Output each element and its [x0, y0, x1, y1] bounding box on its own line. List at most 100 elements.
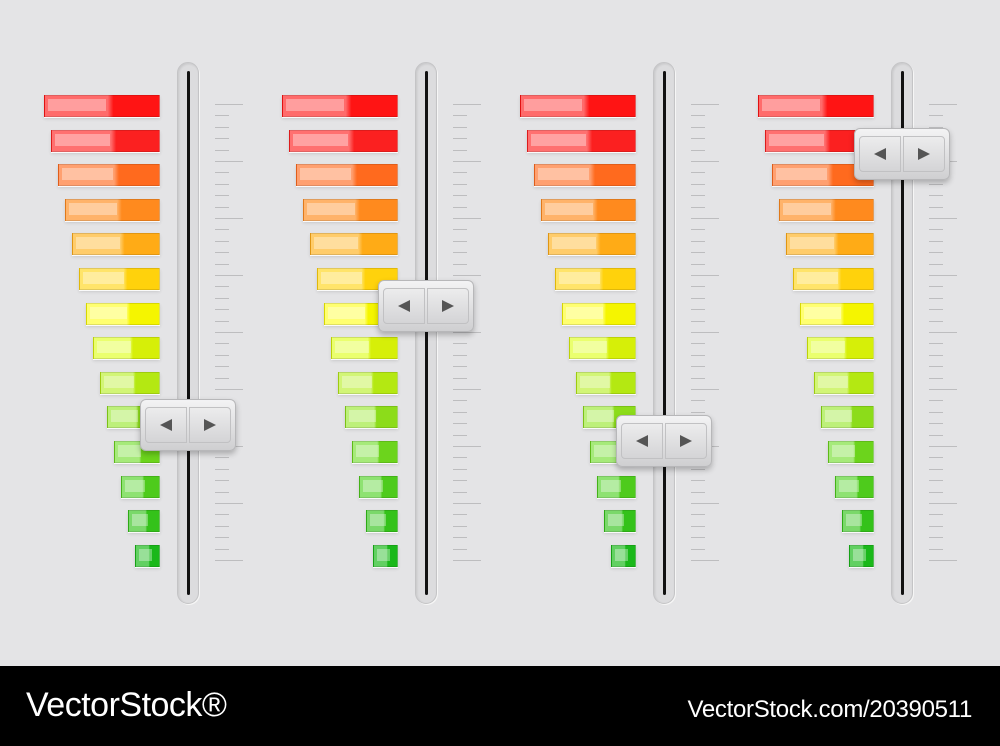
scale-tick-minor — [453, 548, 467, 550]
scale-tick-minor — [929, 537, 943, 539]
slider-thumb[interactable] — [854, 128, 950, 181]
thumb-left-button[interactable] — [145, 407, 187, 444]
level-bar — [793, 268, 874, 290]
thumb-right-button[interactable] — [189, 407, 231, 444]
slider-track[interactable] — [891, 62, 913, 604]
scale-tick-minor — [929, 206, 943, 208]
scale-tick-minor — [691, 514, 705, 516]
scale-tick-minor — [929, 115, 943, 117]
slider-track[interactable] — [415, 62, 437, 604]
thumb-right-button[interactable] — [427, 287, 469, 324]
scale-tick-major — [691, 275, 719, 276]
thumb-left-button[interactable] — [859, 136, 901, 173]
scale-tick-minor — [929, 229, 943, 231]
bar-highlight — [825, 410, 852, 423]
level-bar — [65, 198, 160, 221]
scale-tick-major — [215, 560, 243, 561]
bar-highlight — [363, 479, 383, 492]
scale-tick-minor — [453, 457, 467, 459]
scale-tick-minor — [453, 240, 467, 242]
slider-track[interactable] — [177, 62, 199, 604]
level-bar — [128, 510, 160, 533]
scale-tick-minor — [929, 548, 943, 550]
thumb-right-button[interactable] — [665, 423, 707, 460]
scale-tick-minor — [691, 195, 705, 197]
scale-tick-minor — [691, 183, 705, 185]
scale-tick-major — [215, 389, 243, 390]
scale-tick-major — [691, 104, 719, 105]
level-bar — [317, 268, 398, 290]
scale-tick-major — [929, 218, 957, 219]
bar-highlight — [69, 202, 117, 215]
scale-tick-minor — [929, 354, 943, 356]
level-bar — [555, 268, 636, 290]
thumb-left-button[interactable] — [383, 287, 425, 324]
level-bar — [520, 95, 636, 117]
level-bar — [842, 510, 874, 533]
scale-tick-minor — [691, 548, 705, 550]
bar-highlight — [769, 133, 824, 146]
thumb-right-button[interactable] — [903, 136, 945, 173]
slider-thumb[interactable] — [378, 279, 474, 332]
level-bar — [779, 198, 874, 221]
scale-tick-minor — [929, 252, 943, 254]
scale-tick-minor — [215, 172, 229, 174]
bar-highlight — [601, 479, 621, 492]
bar-highlight — [846, 514, 862, 527]
scale-tick-minor — [691, 480, 705, 482]
scale-tick-minor — [453, 206, 467, 208]
scale-tick-major — [929, 332, 957, 333]
meter-column-2 — [278, 0, 508, 666]
scale-tick-minor — [691, 491, 705, 493]
scale-tick-major — [215, 104, 243, 105]
thumb-left-button[interactable] — [621, 423, 663, 460]
scale-tick-minor — [929, 480, 943, 482]
bar-highlight — [573, 341, 607, 354]
scale-tick-minor — [453, 172, 467, 174]
slider-thumb[interactable] — [616, 415, 712, 468]
slider-thumb[interactable] — [140, 399, 236, 452]
scale-tick-major — [453, 503, 481, 504]
level-bar — [331, 337, 398, 360]
scale-tick-minor — [453, 525, 467, 527]
scale-tick-minor — [453, 115, 467, 117]
scale-tick-minor — [691, 377, 705, 379]
scale-tick-minor — [215, 138, 229, 140]
level-bar — [86, 302, 160, 325]
image-id-label: VectorStock.com/20390511 — [687, 696, 972, 723]
level-bar — [296, 164, 398, 187]
scale-tick-minor — [453, 514, 467, 516]
level-bar — [373, 544, 398, 567]
scale-tick-minor — [691, 138, 705, 140]
scale-tick-minor — [929, 514, 943, 516]
scale-tick-major — [691, 218, 719, 219]
bar-highlight — [328, 306, 365, 319]
scale-tick-major — [929, 560, 957, 561]
bar-highlight — [356, 445, 379, 457]
bar-highlight — [342, 375, 372, 388]
slider-track[interactable] — [653, 62, 675, 604]
meter-column-4 — [754, 0, 984, 666]
scale-tick-minor — [929, 525, 943, 527]
level-bar — [597, 475, 636, 498]
level-bar — [121, 475, 160, 498]
scale-tick-minor — [215, 491, 229, 493]
bar-highlight — [531, 133, 586, 146]
scale-tick-minor — [453, 434, 467, 436]
scale-tick-minor — [215, 468, 229, 470]
arrow-right-icon — [442, 299, 454, 312]
bar-highlight — [818, 375, 848, 388]
scale-tick-major — [453, 275, 481, 276]
scale-tick-minor — [215, 514, 229, 516]
scale-tick-minor — [691, 206, 705, 208]
scale-tick-minor — [691, 400, 705, 402]
scale-tick-minor — [215, 149, 229, 151]
level-bar — [51, 129, 160, 152]
bar-highlight — [552, 237, 596, 250]
scale-tick-minor — [929, 263, 943, 265]
bar-highlight — [300, 168, 351, 181]
scale-tick-minor — [453, 138, 467, 140]
level-bar — [345, 406, 398, 429]
scale-tick-minor — [453, 537, 467, 539]
scale-tick-major — [215, 503, 243, 504]
